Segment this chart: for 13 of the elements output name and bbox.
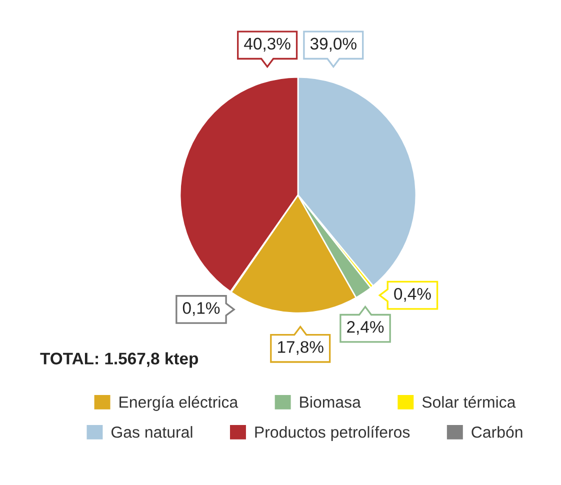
data-label: 2,4% (347, 321, 384, 335)
legend-label: Gas natural (111, 426, 192, 438)
data-label: 0,4% (394, 288, 431, 302)
legend-label: Solar térmica (422, 396, 516, 408)
legend-label: Biomasa (300, 396, 361, 408)
legend-label: Energía eléctrica (120, 396, 238, 411)
data-label: 39,0% (310, 38, 356, 52)
legend-label: Carbón (472, 426, 522, 438)
text: TOTAL: 1.567,8 ktep (40, 352, 198, 368)
legend-label: Productos petrolíferos (255, 426, 410, 441)
data-label: 0,1% (182, 302, 220, 316)
data-label: 17,8% (278, 341, 324, 355)
data-label: 40,3% (244, 38, 290, 52)
